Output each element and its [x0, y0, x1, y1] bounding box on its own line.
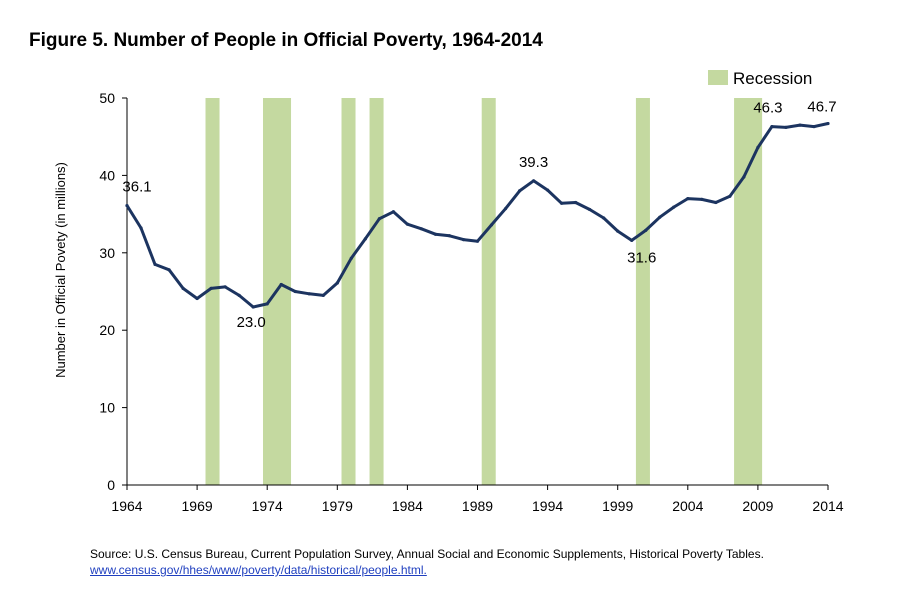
source-link[interactable]: www.census.gov/hhes/www/poverty/data/his… — [90, 563, 427, 577]
y-tick-label-20: 20 — [99, 322, 115, 338]
data-point-2012 — [798, 123, 802, 127]
x-tick-label-1994: 1994 — [532, 498, 563, 514]
data-point-1975 — [279, 282, 283, 287]
series-group — [125, 121, 830, 309]
data-point-1995 — [560, 201, 564, 205]
y-tick-label-30: 30 — [99, 245, 115, 261]
legend-swatch-recession — [708, 70, 728, 85]
data-point-1978 — [321, 293, 325, 297]
legend-label-recession: Recession — [733, 69, 812, 88]
data-point-1994 — [546, 188, 550, 192]
data-point-1979 — [335, 281, 339, 285]
x-tick-label-1979: 1979 — [322, 498, 353, 514]
data-point-1983 — [391, 210, 395, 214]
data-point-1997 — [588, 207, 592, 212]
recession-band-3 — [369, 98, 384, 485]
x-tick-label-1984: 1984 — [392, 498, 423, 514]
x-tick-label-2014: 2014 — [812, 498, 843, 514]
data-point-1993 — [531, 179, 536, 183]
data-label-2000: 31.6 — [627, 249, 656, 266]
y-tick-label-10: 10 — [99, 400, 115, 416]
x-tick-label-1974: 1974 — [252, 498, 283, 514]
chart-title: Figure 5. Number of People in Official P… — [29, 30, 543, 51]
data-labels: 36.1 23.0 39.3 31.6 46.3 46.7 — [122, 99, 836, 331]
data-point-1972 — [237, 293, 241, 297]
legend: Recession — [708, 69, 812, 88]
data-label-1964: 36.1 — [122, 179, 151, 196]
data-label-1993: 39.3 — [519, 154, 548, 171]
data-point-1988 — [461, 238, 466, 242]
recession-band-4 — [481, 98, 496, 485]
source-text: Source: U.S. Census Bureau, Current Popu… — [90, 547, 764, 561]
series-line-0 — [125, 122, 830, 309]
data-point-2008 — [742, 175, 746, 179]
data-point-1964 — [125, 203, 129, 208]
recession-band-2 — [341, 98, 356, 485]
data-point-2014 — [826, 121, 830, 126]
data-point-1987 — [447, 234, 452, 238]
data-point-1981 — [363, 237, 367, 241]
data-label-2014: 46.7 — [807, 99, 836, 116]
data-point-1999 — [616, 229, 620, 233]
data-point-1998 — [602, 216, 606, 220]
data-label-2010: 46.3 — [753, 100, 782, 117]
data-point-1985 — [419, 227, 424, 231]
x-tick-label-1989: 1989 — [462, 498, 493, 514]
y-tick-label-50: 50 — [99, 90, 115, 106]
y-tick-label-0: 0 — [107, 477, 115, 493]
data-point-2013 — [812, 125, 816, 129]
data-point-2004 — [686, 197, 690, 201]
x-tick-labels: 1964 1969 1974 1979 1984 1989 1994 1999 2004 2009… — [111, 485, 844, 514]
data-point-2005 — [700, 197, 704, 201]
data-point-1974 — [265, 302, 269, 306]
data-point-1982 — [377, 217, 381, 221]
data-point-1970 — [209, 286, 213, 291]
poverty-line-chart: 0 10 20 30 40 50 1964 1969 1974 1979 1984 1989 1994… — [53, 69, 844, 514]
recession-band-5 — [635, 98, 650, 485]
data-point-1969 — [195, 296, 199, 301]
x-tick-label-1999: 1999 — [602, 498, 633, 514]
x-tick-label-1969: 1969 — [182, 498, 213, 514]
data-point-2009 — [756, 145, 760, 150]
data-point-1976 — [293, 289, 297, 294]
data-point-2010 — [770, 125, 774, 129]
data-point-1986 — [433, 232, 438, 236]
data-point-1984 — [405, 222, 409, 226]
data-point-1966 — [153, 262, 157, 267]
y-axis-label: Number in Official Povety (in millions) — [53, 162, 68, 378]
recession-bands — [205, 98, 763, 485]
y-tick-label-40: 40 — [99, 167, 115, 183]
data-point-1965 — [139, 226, 143, 230]
source-note: Source: U.S. Census Bureau, Current Popu… — [90, 546, 764, 578]
y-tick-labels: 0 10 20 30 40 50 — [99, 90, 127, 493]
data-point-1977 — [307, 292, 311, 296]
x-tick-label-2009: 2009 — [742, 498, 773, 514]
data-point-1992 — [517, 189, 522, 193]
data-point-2006 — [714, 200, 718, 205]
data-point-1968 — [181, 286, 185, 291]
data-point-2000 — [630, 238, 634, 243]
data-point-1996 — [574, 200, 578, 205]
data-point-1990 — [489, 223, 494, 227]
data-point-1991 — [503, 207, 508, 211]
data-point-1973 — [251, 305, 255, 309]
data-point-1989 — [475, 239, 480, 243]
recession-band-6 — [734, 98, 763, 485]
data-label-1973: 23.0 — [237, 314, 266, 331]
data-point-2001 — [644, 228, 648, 232]
data-point-2003 — [672, 205, 676, 209]
x-tick-label-2004: 2004 — [672, 498, 703, 514]
data-point-2011 — [784, 125, 788, 130]
data-point-2002 — [658, 215, 662, 219]
data-point-1971 — [223, 285, 227, 289]
data-point-2007 — [728, 194, 732, 198]
recession-band-0 — [205, 98, 220, 485]
data-point-1967 — [167, 268, 171, 272]
x-tick-label-1964: 1964 — [111, 498, 142, 514]
data-point-1980 — [349, 256, 353, 260]
